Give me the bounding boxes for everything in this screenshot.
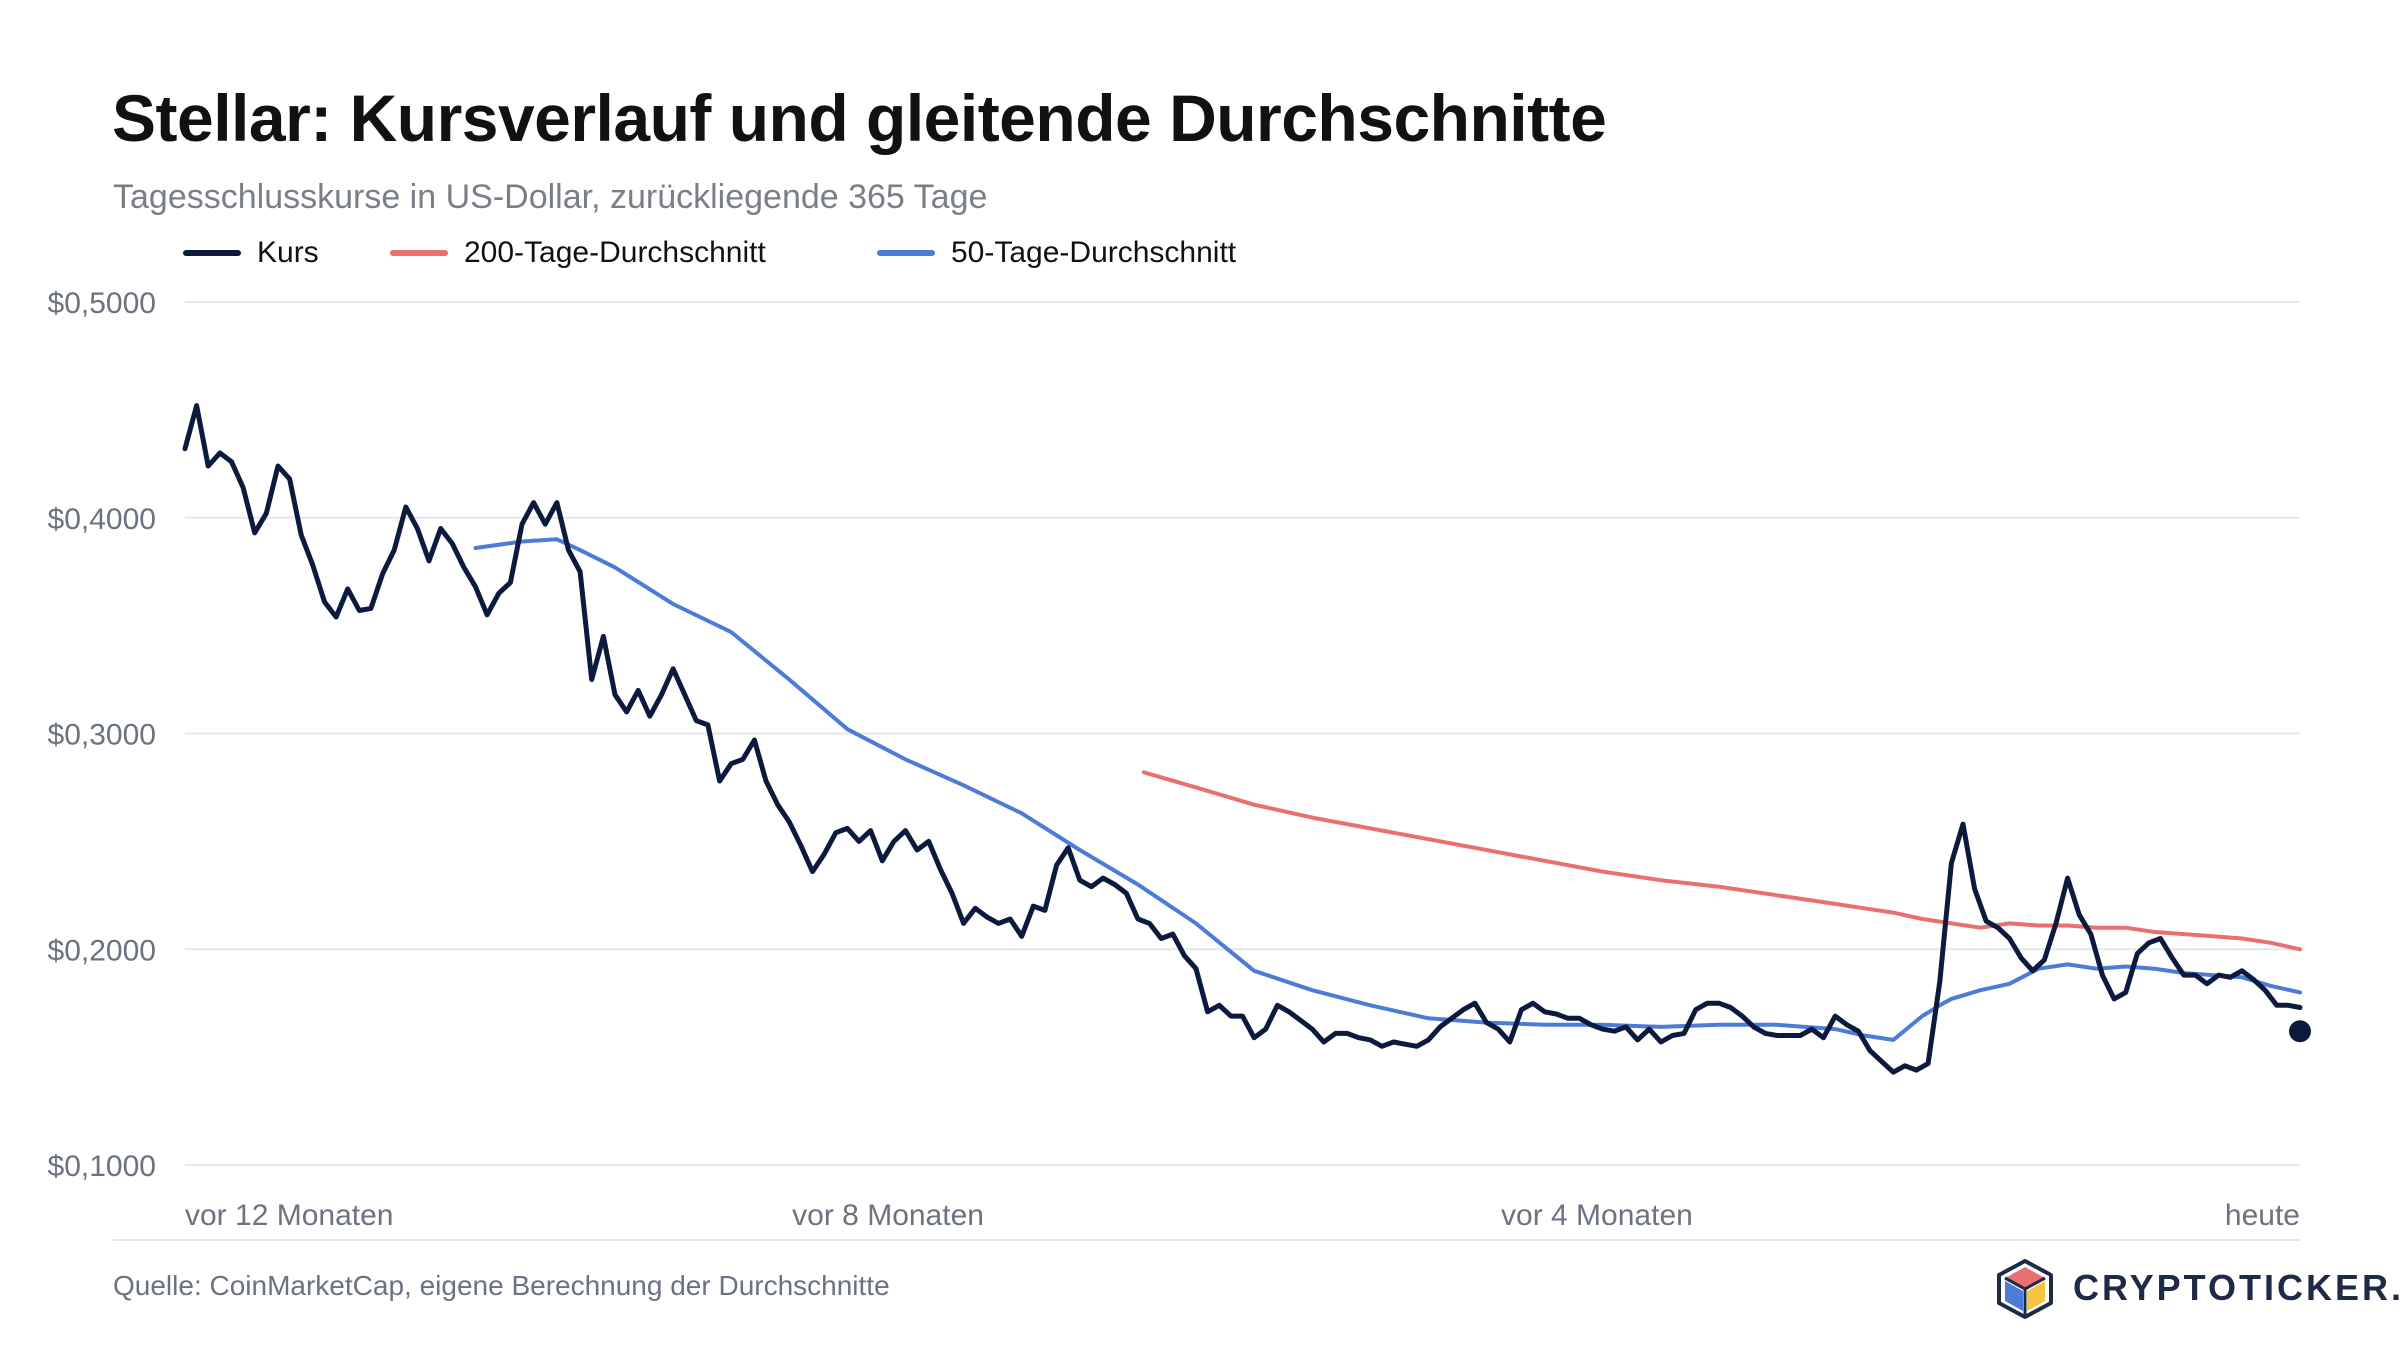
x-tick-label: vor 12 Monaten	[185, 1199, 393, 1232]
source-note: Quelle: CoinMarketCap, eigene Berechnung…	[113, 1270, 890, 1301]
series-line-200-tage	[1141, 770, 2302, 952]
y-tick-label: $0,2000	[48, 934, 156, 967]
x-tick-label: vor 4 Monaten	[1501, 1199, 1693, 1232]
legend-label-50-tage: 50-Tage-Durchschnitt	[951, 236, 1237, 269]
legend-label-kurs: Kurs	[257, 236, 319, 269]
legend-swatch-kurs	[183, 250, 241, 256]
series-line-50-tage	[473, 537, 2302, 1042]
legend-item-kurs: Kurs	[183, 236, 319, 270]
legend-label-200-tage: 200-Tage-Durchschnitt	[464, 236, 766, 269]
y-tick-label: $0,3000	[48, 719, 156, 752]
legend-swatch-200-tage	[390, 250, 448, 256]
brand-logo[interactable]: CRYPTOTICKER.IO	[1995, 1258, 2400, 1319]
chart-subtitle: Tagesschlusskurse in US-Dollar, zurückli…	[113, 178, 988, 216]
series-line-kurs	[182, 403, 2303, 1075]
legend-item-50-tage: 50-Tage-Durchschnitt	[877, 236, 1236, 270]
x-axis-tick-labels: vor 12 Monaten vor 8 Monaten vor 4 Monaten…	[185, 1199, 2300, 1232]
legend-item-200-tage: 200-Tage-Durchschnitt	[390, 236, 766, 270]
y-tick-label: $0,1000	[48, 1150, 156, 1183]
legend-swatch-50-tage	[877, 250, 935, 256]
current-price-marker	[2289, 1020, 2311, 1043]
series-lines	[182, 403, 2303, 1075]
cube-logo-icon	[1997, 1259, 2053, 1319]
x-tick-label: heute	[2225, 1199, 2300, 1232]
x-tick-label: vor 8 Monaten	[792, 1199, 984, 1232]
chart-title: Stellar: Kursverlauf und gleitende Durch…	[112, 81, 1607, 155]
brand-name: CRYPTOTICKER.IO	[2073, 1267, 2400, 1308]
grid-lines	[185, 301, 2300, 1166]
y-tick-label: $0,5000	[48, 287, 156, 320]
y-tick-label: $0,4000	[48, 503, 156, 536]
y-axis-tick-labels: $0,1000 $0,2000 $0,3000 $0,4000 $0,5000	[48, 287, 156, 1183]
